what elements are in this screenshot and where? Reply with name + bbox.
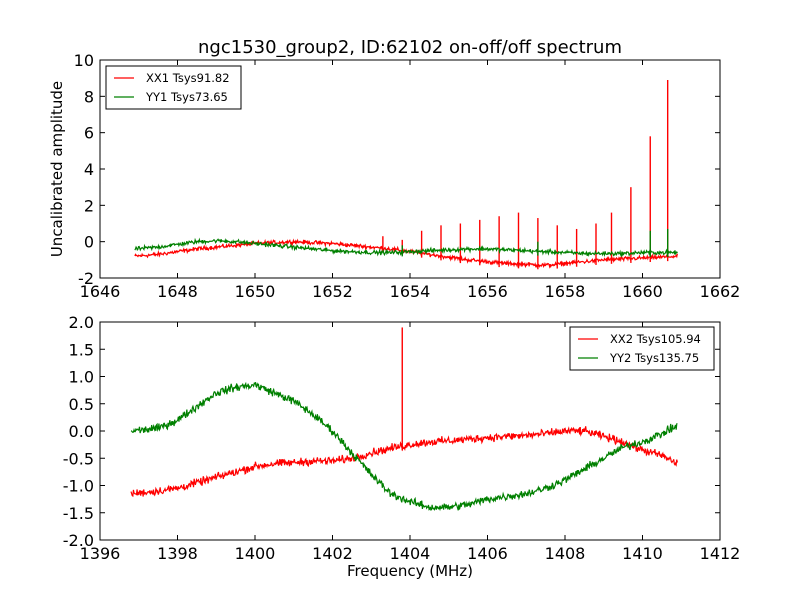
- x-tick-label-1-3: 1402: [312, 544, 353, 563]
- bottom-legend-label-xx2: XX2 Tsys105.94: [610, 332, 701, 346]
- top-legend-label-xx1: XX1 Tsys91.82: [146, 71, 230, 85]
- x-tick-label-0-1: 1648: [157, 282, 198, 301]
- bottom-plot-legend: XX2 Tsys105.94 YY2 Tsys135.75: [569, 326, 715, 371]
- x-tick-label-1-1: 1398: [157, 544, 198, 563]
- x-tick-label-1-8: 1412: [700, 544, 741, 563]
- x-tick-label-0-3: 1652: [312, 282, 353, 301]
- top-plot-title: ngc1530_group2, ID:62102 on-off/off spec…: [198, 37, 622, 58]
- x-tick-label-1-6: 1408: [545, 544, 586, 563]
- x-tick-label-0-4: 1654: [390, 282, 431, 301]
- y-tick-label-1-5: 0.5: [69, 395, 94, 414]
- top-legend-label-yy1: YY1 Tsys73.65: [145, 90, 228, 104]
- top-plot-legend: XX1 Tsys91.82 YY1 Tsys73.65: [105, 65, 242, 110]
- x-tick-label-1-0: 1396: [80, 544, 121, 563]
- series-line-0-1: [134, 237, 678, 258]
- bottom-plot-ticks: 1396 1398 1400 1402 1404 1406 1408 1410 1412 -2.0…: [63, 313, 741, 563]
- bottom-legend-box: [569, 326, 715, 371]
- y-tick-label-1-6: 1.0: [69, 368, 94, 387]
- top-spectrum-plot: ngc1530_group2, ID:62102 on-off/off spec…: [48, 37, 740, 301]
- top-legend-box: [105, 65, 242, 110]
- series-line-1-1: [130, 381, 678, 512]
- bottom-legend-label-yy2: YY2 Tsys135.75: [609, 351, 699, 365]
- y-tick-label-0-2: 2: [84, 196, 94, 215]
- top-plot-series: [134, 79, 678, 270]
- y-tick-label-0-3: 4: [84, 160, 94, 179]
- x-tick-label-0-6: 1658: [545, 282, 586, 301]
- top-plot-ylabel: Uncalibrated amplitude: [48, 81, 66, 257]
- y-tick-label-0-1: 0: [84, 233, 94, 252]
- y-tick-label-1-2: -1.0: [63, 477, 94, 496]
- x-tick-label-1-4: 1404: [390, 544, 431, 563]
- x-tick-label-0-5: 1656: [467, 282, 508, 301]
- x-tick-label-1-2: 1400: [235, 544, 276, 563]
- x-tick-label-1-5: 1406: [467, 544, 508, 563]
- y-tick-label-0-0: -2: [78, 269, 94, 288]
- y-tick-label-1-1: -1.5: [63, 504, 94, 523]
- bottom-plot-xlabel: Frequency (MHz): [347, 562, 473, 580]
- y-tick-label-1-8: 2.0: [69, 313, 94, 332]
- y-tick-label-0-5: 8: [84, 87, 94, 106]
- bottom-spectrum-plot: Frequency (MHz) 1396 1398 1400 1402 1404 1406…: [63, 313, 741, 580]
- y-tick-label-1-7: 1.5: [69, 340, 94, 359]
- series-line-0-0: [134, 238, 678, 269]
- x-tick-label-0-8: 1662: [700, 282, 741, 301]
- y-tick-label-1-4: 0.0: [69, 422, 94, 441]
- y-tick-label-0-6: 10: [74, 51, 94, 70]
- y-tick-label-1-3: -0.5: [63, 449, 94, 468]
- y-tick-label-0-4: 6: [84, 124, 94, 143]
- y-tick-label-1-0: -2.0: [63, 531, 94, 550]
- x-tick-label-0-0: 1646: [80, 282, 121, 301]
- series-line-1-0: [130, 426, 678, 498]
- bottom-plot-series: [130, 327, 678, 512]
- top-plot-ticks: 1646 1648 1650 1652 1654 1656 1658 1660 1662 -2 0 2…: [74, 51, 741, 301]
- x-tick-label-0-2: 1650: [235, 282, 276, 301]
- x-tick-label-0-7: 1660: [622, 282, 663, 301]
- x-tick-label-1-7: 1410: [622, 544, 663, 563]
